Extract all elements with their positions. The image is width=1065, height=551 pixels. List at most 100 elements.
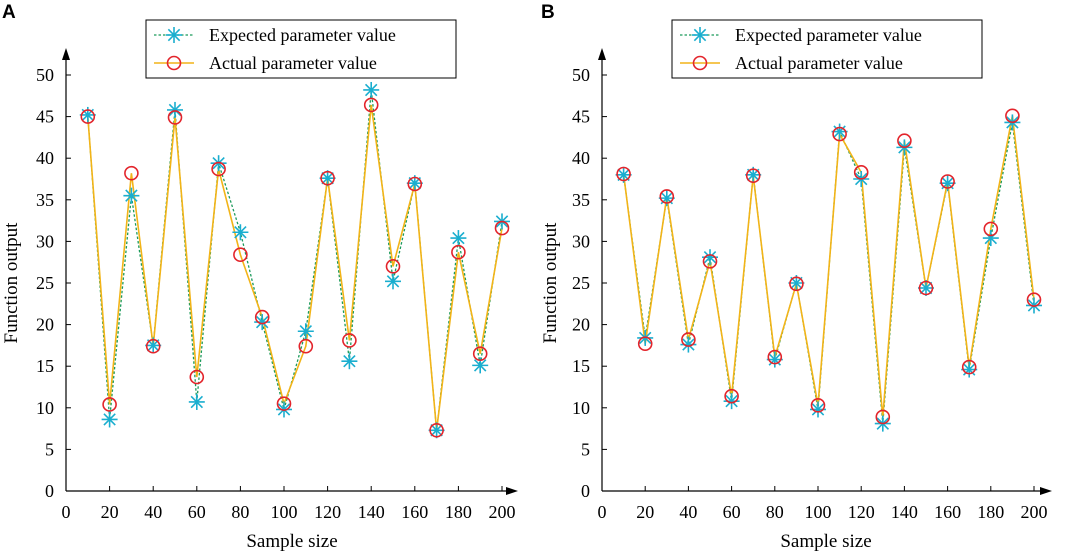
actual-point (472, 346, 488, 362)
expected-point (918, 279, 934, 296)
x-tick-label: 40 (679, 502, 697, 522)
y-tick-label: 40 (36, 148, 54, 168)
expected-point (254, 314, 271, 331)
x-tick-label: 0 (62, 502, 71, 522)
actual-point (659, 189, 675, 204)
actual-point (276, 396, 292, 411)
actual-point (145, 338, 161, 354)
actual-point (875, 409, 891, 425)
y-tick-label: 35 (36, 190, 54, 210)
panel-letter: B (541, 2, 555, 23)
series-actual-line (622, 115, 1035, 418)
actual-point (102, 397, 117, 412)
expected-point (723, 393, 740, 410)
actual-point (233, 247, 248, 263)
expected-point (297, 323, 314, 340)
legend-expected-marker (166, 27, 182, 43)
y-tick-label: 50 (572, 65, 590, 85)
actual-point (363, 97, 379, 113)
x-tick-label: 60 (723, 502, 741, 522)
chart-panel-b: B 0 20 40 60 80 100 120 140 160 180 200 0 5 10 15 20 25 30… (540, 2, 1052, 551)
x-tick-label: 120 (848, 502, 875, 522)
x-tick-label: 200 (489, 502, 516, 522)
x-axis-arrow (1040, 487, 1052, 495)
actual-point (616, 166, 631, 182)
x-tick-label: 80 (766, 502, 784, 522)
actual-point (724, 388, 739, 404)
x-tick-label: 140 (358, 502, 385, 522)
actual-point (385, 259, 401, 274)
legend-actual-label: Actual parameter value (209, 53, 377, 73)
expected-point (680, 336, 697, 353)
actual-point (1026, 292, 1042, 307)
actual-point (320, 170, 335, 186)
x-tick-label: 40 (144, 502, 162, 522)
expected-point (319, 170, 336, 187)
expected-point (363, 81, 380, 98)
y-tick-label: 5 (581, 439, 590, 459)
y-tick-label: 30 (36, 231, 54, 251)
y-tick-label: 30 (572, 231, 590, 251)
x-axis-title: Sample size (780, 531, 871, 551)
y-axis-title: Function output (1, 222, 22, 344)
y-tick-label: 5 (45, 439, 54, 459)
actual-point (810, 398, 826, 413)
legend-expected-label: Expected parameter value (209, 25, 396, 45)
y-tick-label: 0 (45, 481, 54, 501)
series-expected-line (87, 89, 503, 431)
expected-point (450, 230, 467, 247)
actual-point (918, 280, 934, 296)
panel-letter: A (2, 2, 16, 23)
actual-point (451, 244, 466, 260)
y-tick-label: 35 (572, 190, 590, 210)
actual-point (681, 332, 696, 347)
actual-point (80, 109, 96, 124)
x-tick-label: 100 (271, 502, 298, 522)
actual-point (832, 126, 847, 142)
y-tick-label: 40 (572, 148, 590, 168)
y-axis-arrow (598, 48, 606, 60)
y-tick-label: 15 (572, 356, 590, 376)
y-tick-label: 45 (572, 107, 590, 127)
expected-point (232, 224, 249, 241)
series-actual-line (87, 104, 503, 431)
legend-actual-label: Actual parameter value (735, 53, 903, 73)
x-tick-label: 100 (805, 502, 832, 522)
y-tick-label: 20 (36, 315, 54, 335)
expected-point (428, 422, 445, 439)
x-tick-label: 160 (934, 502, 961, 522)
x-tick-label: 180 (445, 502, 472, 522)
expected-point (188, 393, 205, 410)
actual-point (702, 254, 718, 269)
actual-point (211, 161, 226, 177)
y-axis-arrow (62, 48, 70, 60)
legend: Expected parameter value Actual parameter… (671, 19, 983, 79)
x-tick-label: 180 (977, 502, 1004, 522)
legend-actual-marker (166, 55, 182, 71)
y-tick-label: 25 (572, 273, 590, 293)
chart-panel-a: A 0 20 40 60 80 100 120 140 160 180 200 0 5 10 15 20 25 30… (1, 2, 518, 551)
y-axis-title: Function output (540, 222, 561, 344)
expected-point (167, 101, 183, 118)
actual-point (167, 110, 183, 125)
actual-point (940, 174, 955, 189)
actual-point (961, 359, 977, 375)
legend-expected-marker (692, 27, 708, 43)
x-tick-label: 120 (314, 502, 341, 522)
expected-point (341, 353, 358, 370)
actual-point (298, 338, 314, 354)
expected-point (385, 273, 401, 290)
actual-point (745, 168, 761, 183)
actual-point (189, 369, 205, 385)
y-tick-label: 0 (581, 481, 590, 501)
x-tick-label: 60 (188, 502, 206, 522)
actual-point (407, 176, 423, 192)
x-tick-label: 20 (636, 502, 654, 522)
actual-point (254, 309, 270, 325)
actual-point (429, 422, 444, 438)
x-tick-label: 20 (101, 502, 119, 522)
actual-point (1005, 108, 1020, 124)
x-tick-label: 140 (891, 502, 918, 522)
y-tick-label: 20 (572, 315, 590, 335)
